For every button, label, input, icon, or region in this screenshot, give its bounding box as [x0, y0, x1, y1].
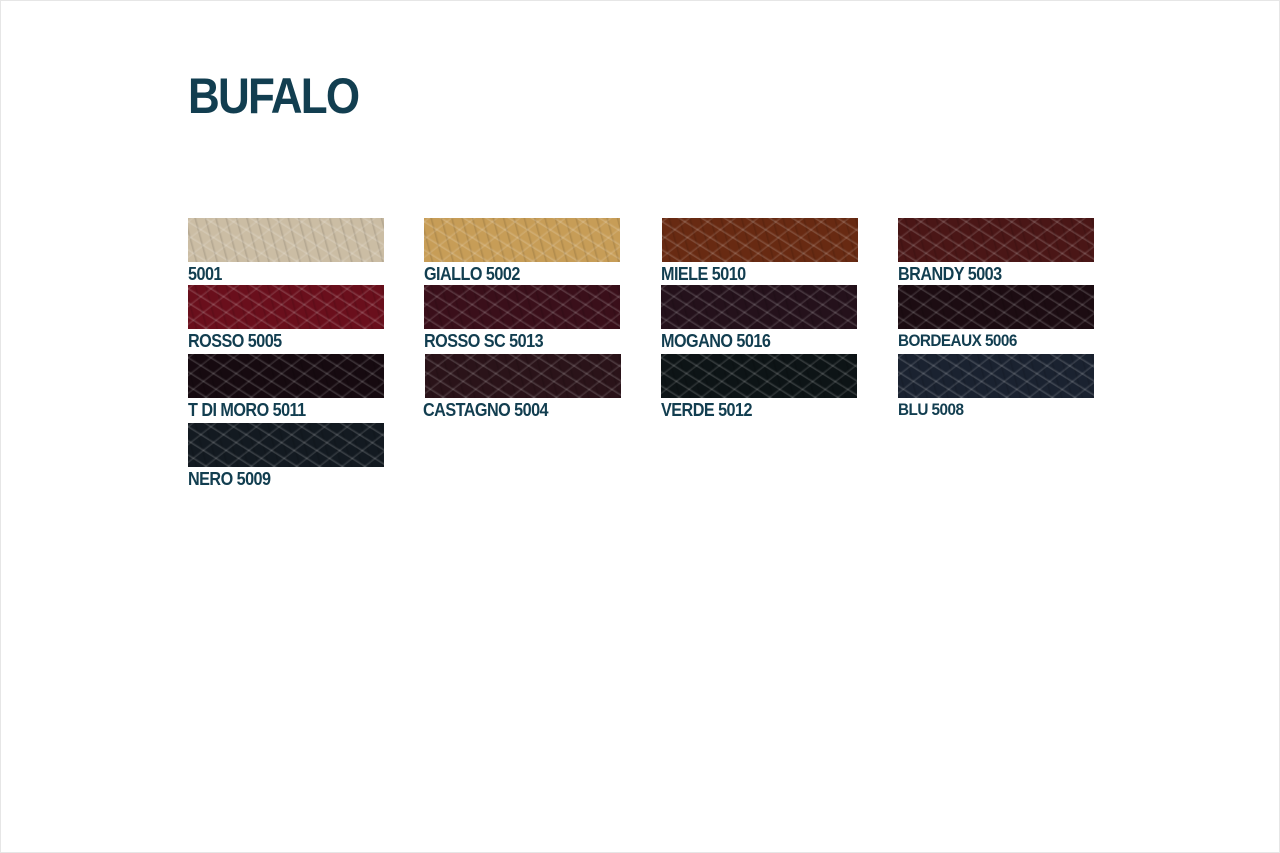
swatch-item: MIELE 5010	[661, 218, 858, 285]
swatch-label: BLU 5008	[898, 400, 964, 419]
swatch-label: VERDE 5012	[661, 400, 752, 420]
swatch-sample	[188, 285, 384, 329]
swatch-item: GIALLO 5002	[424, 218, 620, 285]
swatch-sample	[425, 354, 621, 398]
swatch-label: CASTAGNO 5004	[423, 400, 549, 420]
swatch-item: NERO 5009	[188, 423, 384, 490]
swatch-sample	[188, 218, 384, 262]
swatch-label: MIELE 5010	[661, 264, 746, 284]
swatch-sample	[424, 218, 620, 262]
swatch-sample	[188, 354, 384, 398]
swatch-label: BRANDY 5003	[898, 264, 1002, 284]
swatch-item: 5001	[188, 218, 384, 285]
swatch-item: BLU 5008	[898, 354, 1094, 421]
swatch-item: CASTAGNO 5004	[423, 354, 621, 421]
swatch-sample	[898, 218, 1094, 262]
swatch-sample	[898, 285, 1094, 329]
swatch-item: ROSSO SC 5013	[424, 285, 620, 352]
swatch-label: T DI MORO 5011	[188, 400, 306, 420]
swatch-label: 5001	[188, 264, 222, 284]
swatch-sample	[661, 285, 857, 329]
swatch-label: ROSSO 5005	[188, 331, 282, 351]
swatch-sample	[424, 285, 620, 329]
swatch-item: VERDE 5012	[661, 354, 857, 421]
page-title: BUFALO	[188, 68, 360, 124]
swatch-item: BRANDY 5003	[898, 218, 1094, 285]
swatch-sample	[661, 354, 857, 398]
swatch-item: MOGANO 5016	[661, 285, 857, 352]
swatch-sample	[898, 354, 1094, 398]
swatch-label: MOGANO 5016	[661, 331, 771, 351]
swatch-item: T DI MORO 5011	[188, 354, 384, 421]
swatch-item: ROSSO 5005	[188, 285, 384, 352]
swatch-label: NERO 5009	[188, 469, 271, 489]
swatch-label: BORDEAUX 5006	[898, 331, 1017, 350]
swatch-sample	[662, 218, 858, 262]
swatch-sample	[188, 423, 384, 467]
swatch-item: BORDEAUX 5006	[898, 285, 1094, 352]
swatch-label: ROSSO SC 5013	[424, 331, 544, 351]
swatch-label: GIALLO 5002	[424, 264, 520, 284]
